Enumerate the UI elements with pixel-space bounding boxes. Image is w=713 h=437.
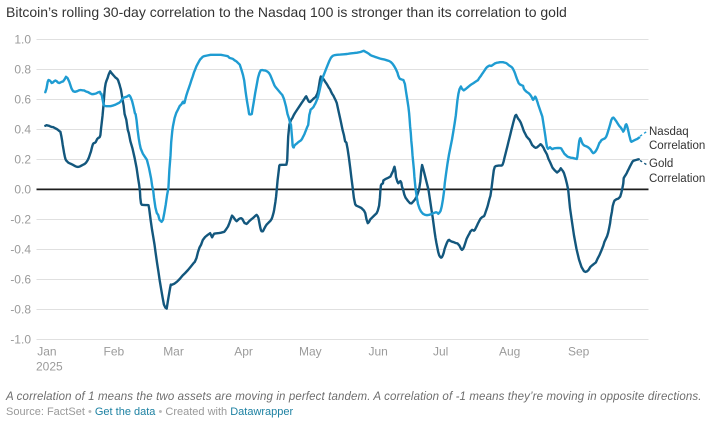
svg-text:Apr: Apr: [234, 345, 253, 359]
svg-text:0.0: 0.0: [14, 182, 31, 196]
svg-text:-0.4: -0.4: [10, 242, 31, 256]
svg-text:2025: 2025: [36, 359, 63, 373]
svg-text:-1.0: -1.0: [10, 333, 31, 347]
svg-text:Mar: Mar: [163, 345, 184, 359]
svg-text:May: May: [299, 345, 322, 359]
svg-text:0.6: 0.6: [14, 92, 31, 106]
svg-text:Sep: Sep: [568, 345, 590, 359]
svg-text:Jan: Jan: [37, 345, 56, 359]
svg-text:1.0: 1.0: [14, 33, 31, 47]
svg-text:Aug: Aug: [499, 345, 520, 359]
svg-text:Jun: Jun: [369, 345, 388, 359]
svg-text:0.2: 0.2: [14, 152, 31, 166]
svg-text:-0.2: -0.2: [10, 212, 31, 226]
svg-text:0.4: 0.4: [14, 122, 31, 136]
svg-text:Feb: Feb: [104, 345, 125, 359]
svg-text:0.8: 0.8: [14, 63, 31, 77]
svg-text:Jul: Jul: [433, 345, 448, 359]
svg-text:-0.6: -0.6: [10, 272, 31, 286]
svg-text:-0.8: -0.8: [10, 302, 31, 316]
